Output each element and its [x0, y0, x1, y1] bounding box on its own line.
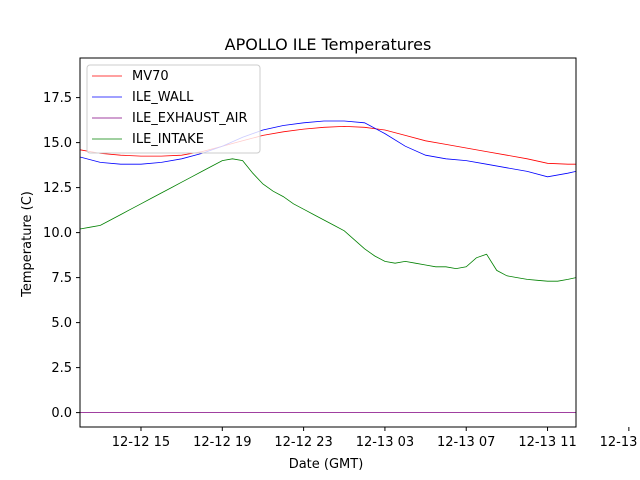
y-tick-label: 17.5 [43, 91, 72, 106]
y-tick-label: 7.5 [51, 271, 72, 286]
series-line-ile-wall [80, 120, 576, 178]
y-tick-label: 0.0 [51, 406, 72, 421]
y-axis-label: Temperature (C) [20, 191, 35, 298]
axes: 0.0 2.5 5.0 7.5 10.0 12.5 15.0 17.5 12-12 15 12-1… [43, 57, 640, 450]
x-tick-label: 12-13 15 [600, 435, 640, 450]
series-line-ile-intake [80, 158, 576, 282]
chart-title: APOLLO ILE Temperatures [225, 35, 432, 54]
series-line-mv70 [80, 125, 576, 165]
legend: MV70 ILE_WALL ILE_EXHAUST_AIR ILE_INTAKE [86, 64, 261, 154]
legend-label-ile-intake: ILE_INTAKE [132, 132, 204, 147]
y-tick-label: 12.5 [43, 181, 72, 196]
y-tick-label: 2.5 [51, 361, 72, 376]
y-tick-label: 10.0 [43, 226, 72, 241]
x-tick-label: 12-12 23 [274, 435, 332, 450]
x-tick-label: 12-13 07 [437, 435, 495, 450]
legend-label-ile-wall: ILE_WALL [132, 90, 194, 105]
legend-label-mv70: MV70 [132, 69, 169, 84]
legend-label-ile-exhaust-air: ILE_EXHAUST_AIR [132, 111, 248, 126]
x-tick-label: 12-13 11 [518, 435, 576, 450]
axes-frame [79, 57, 577, 428]
x-axis-label: Date (GMT) [289, 457, 364, 472]
y-tick-label: 15.0 [43, 136, 72, 151]
plot-area [80, 120, 576, 414]
x-tick-label: 12-13 03 [356, 435, 414, 450]
x-tick-label: 12-12 15 [112, 435, 170, 450]
x-tick-label: 12-12 19 [193, 435, 251, 450]
legend-frame [86, 64, 261, 154]
y-tick-label: 5.0 [51, 316, 72, 331]
